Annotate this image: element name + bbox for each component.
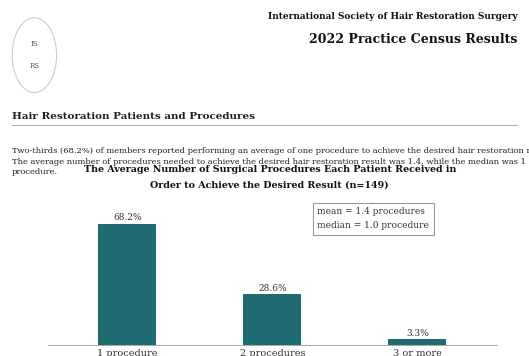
Bar [388, 340, 446, 345]
Text: IS: IS [31, 41, 38, 48]
Text: 3.3%: 3.3% [406, 329, 429, 337]
Text: The average number of procedures needed to achieve the desired hair restoration : The average number of procedures needed … [12, 158, 525, 166]
Text: 68.2%: 68.2% [113, 213, 142, 222]
Text: 28.6%: 28.6% [258, 284, 287, 293]
Bar [243, 294, 302, 345]
Text: procedure.: procedure. [12, 168, 58, 176]
Text: Hair Restoration Patients and Procedures: Hair Restoration Patients and Procedures [12, 112, 254, 121]
Text: The Average Number of Surgical Procedures Each Patient Received in: The Average Number of Surgical Procedure… [84, 166, 456, 174]
Text: mean = 1.4 procedures
median = 1.0 procedure: mean = 1.4 procedures median = 1.0 proce… [317, 207, 429, 230]
Text: Two-thirds (68.2%) of members reported performing an average of one procedure to: Two-thirds (68.2%) of members reported p… [12, 147, 529, 155]
Text: 2022 Practice Census Results: 2022 Practice Census Results [309, 33, 517, 46]
Bar [98, 224, 157, 345]
Text: Order to Achieve the Desired Result (n=149): Order to Achieve the Desired Result (n=1… [150, 180, 389, 189]
Text: International Society of Hair Restoration Surgery: International Society of Hair Restoratio… [268, 12, 517, 21]
Text: RS: RS [29, 62, 40, 70]
